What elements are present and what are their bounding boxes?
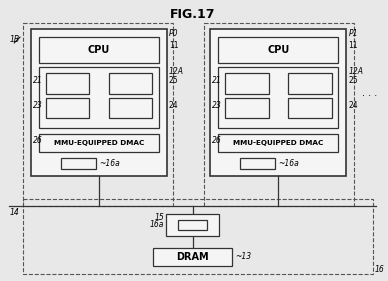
Text: 24: 24 — [348, 101, 358, 110]
Text: 21: 21 — [33, 76, 43, 85]
FancyBboxPatch shape — [225, 73, 268, 94]
Text: CPU: CPU — [88, 45, 110, 55]
Text: 23: 23 — [212, 101, 222, 110]
FancyBboxPatch shape — [39, 134, 159, 152]
FancyBboxPatch shape — [46, 98, 89, 118]
Text: ~13: ~13 — [235, 252, 251, 261]
Text: 1B: 1B — [9, 35, 19, 44]
Text: 23: 23 — [33, 101, 43, 110]
Text: 16: 16 — [375, 265, 385, 274]
Text: CPU: CPU — [267, 45, 289, 55]
Text: DRAM: DRAM — [176, 252, 209, 262]
FancyBboxPatch shape — [39, 67, 159, 128]
FancyBboxPatch shape — [109, 98, 152, 118]
Text: MMU-EQUIPPED DMAC: MMU-EQUIPPED DMAC — [233, 140, 324, 146]
Text: P0: P0 — [169, 29, 178, 38]
FancyBboxPatch shape — [288, 73, 332, 94]
Text: 25: 25 — [348, 76, 358, 85]
Text: 12A: 12A — [169, 67, 184, 76]
Text: 24: 24 — [169, 101, 178, 110]
FancyBboxPatch shape — [166, 214, 219, 236]
Text: . . .: . . . — [362, 89, 378, 98]
Text: 26: 26 — [212, 136, 222, 145]
FancyBboxPatch shape — [31, 29, 167, 176]
Text: 25: 25 — [169, 76, 178, 85]
FancyBboxPatch shape — [218, 67, 338, 128]
Text: 11: 11 — [169, 41, 178, 50]
Text: FIG.17: FIG.17 — [170, 8, 215, 21]
FancyBboxPatch shape — [109, 73, 152, 94]
FancyBboxPatch shape — [210, 29, 346, 176]
FancyBboxPatch shape — [288, 98, 332, 118]
FancyBboxPatch shape — [61, 158, 96, 169]
Text: 14: 14 — [9, 208, 19, 217]
Text: 21: 21 — [212, 76, 222, 85]
Text: MMU-EQUIPPED DMAC: MMU-EQUIPPED DMAC — [54, 140, 144, 146]
Text: P1: P1 — [348, 29, 358, 38]
Text: 12A: 12A — [348, 67, 363, 76]
FancyBboxPatch shape — [178, 220, 208, 230]
FancyBboxPatch shape — [46, 73, 89, 94]
Text: 16a: 16a — [150, 220, 164, 229]
FancyBboxPatch shape — [153, 248, 232, 266]
FancyBboxPatch shape — [225, 98, 268, 118]
Text: 11: 11 — [348, 41, 358, 50]
Text: 26: 26 — [33, 136, 43, 145]
FancyBboxPatch shape — [39, 37, 159, 63]
FancyBboxPatch shape — [240, 158, 275, 169]
Text: ~16a: ~16a — [278, 159, 299, 168]
FancyBboxPatch shape — [218, 134, 338, 152]
Text: 15: 15 — [154, 213, 164, 222]
FancyBboxPatch shape — [218, 37, 338, 63]
Text: ~16a: ~16a — [99, 159, 120, 168]
